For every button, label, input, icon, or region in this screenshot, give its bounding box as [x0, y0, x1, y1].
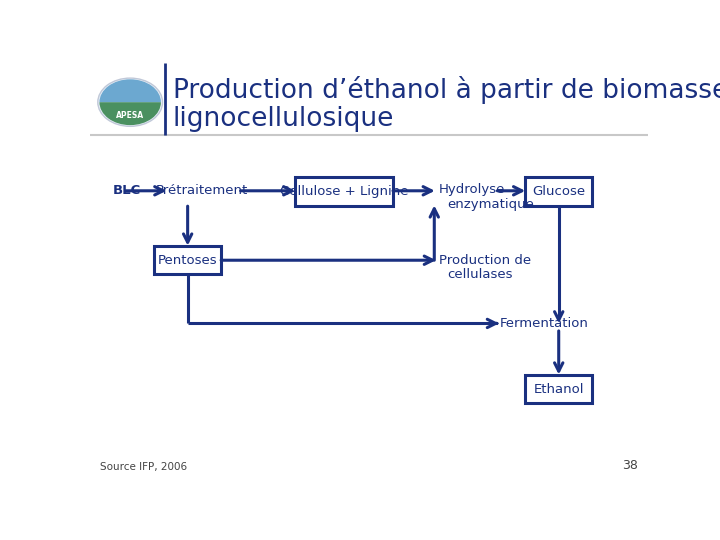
Text: cellulases: cellulases [447, 268, 513, 281]
Wedge shape [99, 79, 161, 102]
Text: Pentoses: Pentoses [158, 254, 217, 267]
FancyBboxPatch shape [526, 178, 593, 206]
Text: Fermentation: Fermentation [500, 317, 589, 330]
Text: Glucose: Glucose [532, 185, 585, 198]
Text: enzymatique: enzymatique [447, 198, 534, 211]
Text: Hydrolyse: Hydrolyse [438, 183, 505, 196]
Text: Ethanol: Ethanol [534, 383, 584, 396]
Text: Cellulose + Lignine: Cellulose + Lignine [279, 185, 408, 198]
Text: APESA: APESA [116, 111, 144, 120]
Text: 38: 38 [622, 460, 638, 472]
Text: Source IFP, 2006: Source IFP, 2006 [100, 462, 187, 472]
FancyBboxPatch shape [295, 178, 392, 206]
Text: Prétraitement: Prétraitement [156, 184, 248, 197]
FancyBboxPatch shape [154, 246, 221, 274]
Text: Production de: Production de [438, 254, 531, 267]
Text: lignocellulosique: lignocellulosique [173, 106, 394, 132]
Circle shape [98, 78, 163, 126]
Wedge shape [99, 102, 161, 125]
Text: BLC: BLC [112, 184, 140, 197]
FancyBboxPatch shape [526, 375, 593, 403]
Text: Production d’éthanol à partir de biomasse: Production d’éthanol à partir de biomass… [173, 76, 720, 104]
